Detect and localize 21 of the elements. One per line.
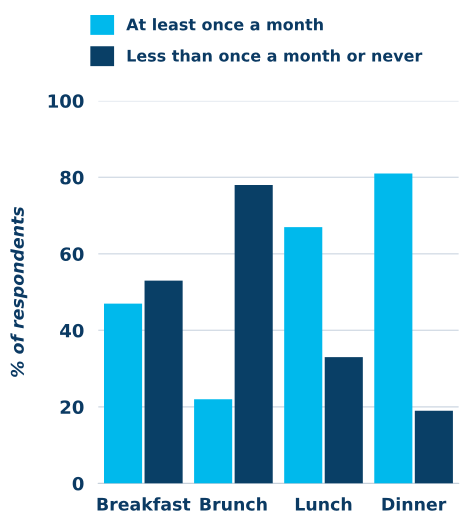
bar <box>144 280 183 484</box>
x-tick-label: Brunch <box>200 497 267 511</box>
x-tick-label: Dinner <box>382 497 446 511</box>
bar <box>234 184 273 484</box>
bar <box>194 399 232 484</box>
y-tick-label: 80 <box>60 170 84 184</box>
legend-label: Less than once a month or never <box>128 49 422 62</box>
legend-label: At least once a month <box>126 18 323 30</box>
x-tick-label: Lunch <box>296 497 352 511</box>
y-tick-label: 100 <box>48 94 84 108</box>
y-tick-label: 60 <box>60 247 84 261</box>
bar <box>324 357 363 484</box>
y-tick-label: 40 <box>60 324 84 338</box>
bar <box>414 410 453 484</box>
x-tick-label: Breakfast <box>98 497 190 511</box>
y-axis-title: % of respondents <box>10 206 28 377</box>
y-tick-label: 0 <box>72 476 84 491</box>
bar <box>284 227 322 484</box>
bar <box>104 304 142 484</box>
y-tick-label: 20 <box>60 400 84 414</box>
bar <box>374 174 412 484</box>
